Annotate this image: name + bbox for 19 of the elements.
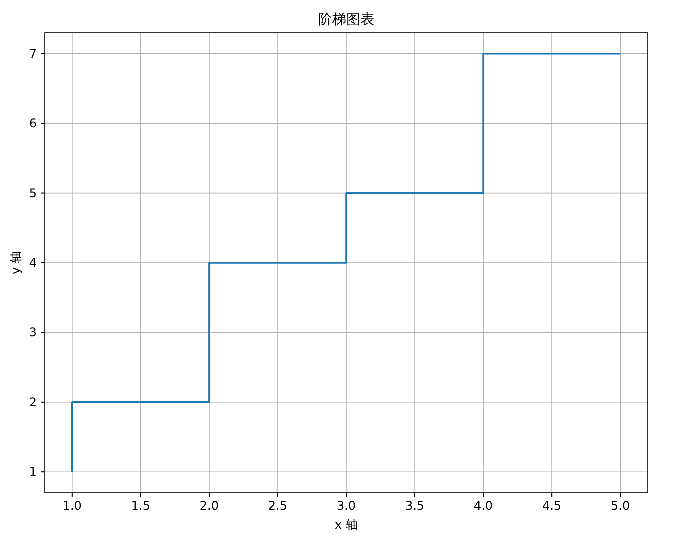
- y-tick-label: 5: [29, 186, 37, 200]
- y-tick-label: 7: [29, 46, 37, 61]
- y-tick-label: 3: [29, 326, 37, 340]
- y-tick-label: 2: [29, 395, 37, 410]
- y-axis-title: y 轴: [9, 252, 23, 274]
- x-tick-label: 3.0: [336, 499, 356, 513]
- x-tick-label: 2.0: [200, 499, 219, 513]
- x-tick-label: 2.5: [268, 499, 288, 513]
- x-tick-label: 1.5: [131, 499, 150, 513]
- x-tick-label: 1.0: [62, 499, 82, 513]
- x-axis-title: x 轴: [335, 518, 358, 532]
- y-tick-label: 6: [29, 116, 37, 131]
- x-tick-label: 4.5: [542, 499, 562, 513]
- y-tick-label: 1: [29, 465, 37, 480]
- x-tick-label: 4.0: [474, 499, 494, 513]
- y-tick-label: 4: [29, 256, 37, 270]
- chart-title: 阶梯图表: [318, 12, 374, 28]
- x-tick-label: 5.0: [611, 499, 630, 513]
- x-tick-label: 3.5: [405, 499, 425, 513]
